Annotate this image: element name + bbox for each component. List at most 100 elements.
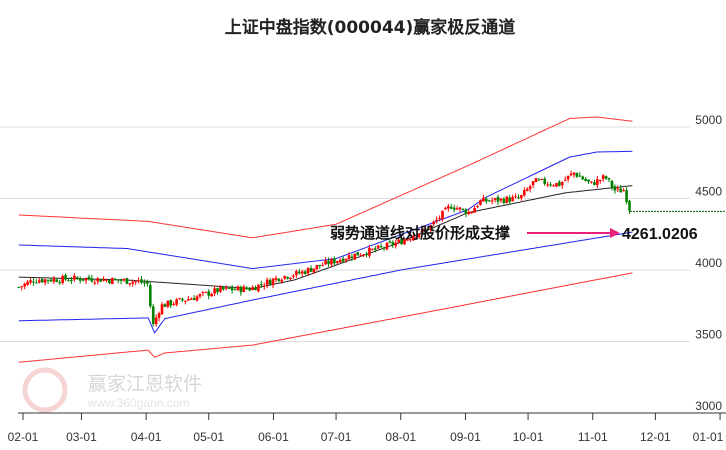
- channel-lower-blue: [18, 231, 633, 334]
- candle-up: [321, 265, 324, 267]
- candle-down: [581, 176, 585, 180]
- candle-up: [499, 198, 503, 201]
- candle-down: [58, 282, 62, 284]
- candle-up: [306, 267, 310, 274]
- candle-up: [601, 175, 605, 180]
- candle-down: [46, 279, 50, 281]
- candle-up: [338, 259, 342, 263]
- candle-down: [543, 178, 547, 185]
- y-tick-label: 3000: [695, 399, 722, 413]
- watermark-seal-icon: [22, 367, 68, 413]
- candle-up: [598, 180, 602, 182]
- candle-up: [528, 186, 532, 190]
- candle-down: [613, 186, 617, 191]
- candle-down: [149, 284, 152, 307]
- candle-up: [438, 217, 441, 219]
- candle-up: [441, 210, 444, 220]
- candle-up: [43, 279, 47, 283]
- candle-up: [251, 287, 254, 291]
- candle-up: [569, 173, 573, 176]
- candle-up: [411, 236, 415, 241]
- candle-down: [356, 252, 360, 256]
- candle-up: [417, 233, 421, 237]
- channel-upper-blue: [18, 150, 633, 270]
- candle-up: [546, 184, 549, 186]
- candle-up: [514, 196, 517, 198]
- candle-down: [575, 173, 579, 177]
- candle-down: [75, 277, 79, 279]
- candle-down: [391, 242, 395, 246]
- candle-down: [207, 291, 211, 296]
- candle-up: [622, 190, 625, 192]
- candle-down: [426, 228, 430, 230]
- candle-down: [143, 282, 146, 284]
- candle-up: [257, 284, 260, 292]
- candle-down: [99, 279, 102, 282]
- candle-up: [596, 179, 599, 185]
- channel-upper-red: [18, 116, 633, 239]
- candle-up: [414, 236, 418, 238]
- candle-up: [189, 298, 193, 300]
- chart-title: 上证中盘指数(000044)赢家极反通道: [225, 17, 516, 38]
- candle-up: [265, 279, 269, 285]
- candle-down: [140, 279, 143, 283]
- candle-up: [566, 175, 570, 180]
- candle-down: [537, 179, 541, 181]
- candle-up: [420, 228, 424, 233]
- candle-up: [403, 239, 406, 245]
- candle-up: [362, 254, 365, 256]
- channel-middle-black: [18, 185, 633, 290]
- x-tick-label: 04-01: [131, 430, 162, 444]
- candle-down: [449, 207, 453, 209]
- candle-up: [590, 181, 593, 183]
- candle-down: [230, 287, 234, 291]
- annotation-text: 弱势通道线对股价形成支撑: [330, 224, 510, 242]
- candle-up: [166, 300, 170, 307]
- candle-down: [461, 208, 465, 210]
- candle-up: [84, 277, 88, 281]
- candle-down: [350, 256, 354, 259]
- candle-down: [239, 286, 243, 293]
- candle-up: [467, 212, 471, 215]
- candle-up: [93, 282, 97, 284]
- candle-up: [186, 299, 190, 301]
- candle-up: [490, 200, 494, 202]
- candle-up: [160, 304, 164, 315]
- candle-up: [479, 200, 482, 205]
- candle-down: [584, 178, 587, 181]
- candle-down: [333, 258, 336, 264]
- candle-up: [359, 255, 362, 257]
- candle-down: [277, 278, 281, 281]
- candle-up: [505, 196, 509, 203]
- x-tick-label: 09-01: [450, 430, 481, 444]
- candle-up: [96, 278, 100, 282]
- candle-up: [23, 283, 26, 287]
- candle-down: [373, 248, 377, 250]
- candle-up: [534, 178, 538, 183]
- candle-down: [327, 260, 330, 265]
- candle-down: [587, 179, 590, 182]
- candle-up: [172, 303, 175, 305]
- candle-up: [455, 208, 459, 210]
- candle-up: [540, 178, 544, 180]
- watermark-url: www.360gann.com: [87, 396, 189, 410]
- candle-down: [78, 278, 82, 281]
- y-tick-label: 4500: [695, 185, 722, 199]
- candle-down: [248, 288, 251, 291]
- candle-down: [17, 286, 21, 288]
- x-tick-label: 10-01: [513, 430, 544, 444]
- x-tick-label: 01-01: [693, 430, 724, 444]
- candle-down: [508, 197, 511, 202]
- candle-up: [295, 270, 298, 276]
- candle-down: [233, 289, 237, 291]
- candle-up: [493, 198, 497, 200]
- candle-up: [157, 313, 161, 318]
- y-tick-label: 4000: [695, 256, 722, 270]
- candle-up: [26, 281, 29, 285]
- candle-down: [113, 279, 117, 281]
- candle-up: [458, 207, 462, 210]
- candle-up: [371, 248, 374, 250]
- candle-down: [365, 254, 368, 256]
- candle-down: [254, 287, 257, 291]
- candle-up: [29, 280, 32, 283]
